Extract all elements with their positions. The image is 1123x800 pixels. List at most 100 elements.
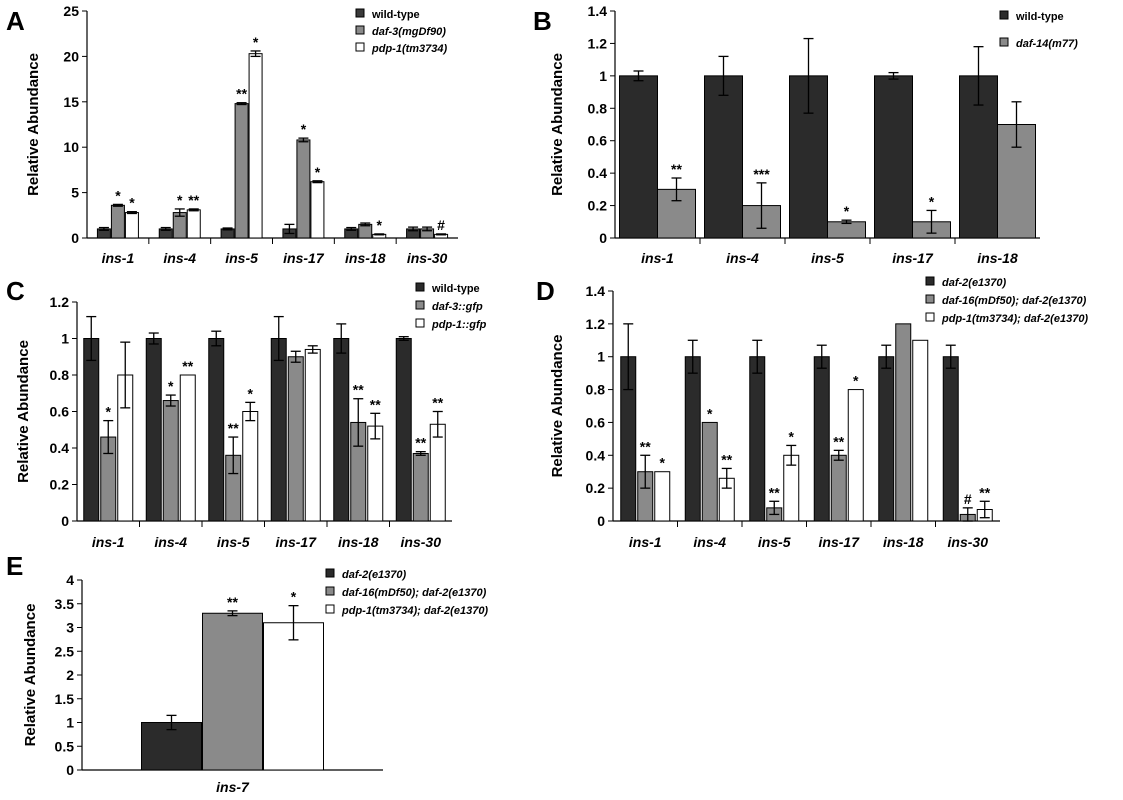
bar <box>830 454 847 522</box>
bar <box>310 181 325 239</box>
legend-label: wild-type <box>371 9 420 21</box>
legend-swatch <box>999 37 1009 47</box>
significance-label: ** <box>182 358 193 374</box>
legend-swatch <box>325 568 335 578</box>
legend-swatch <box>415 282 425 292</box>
panel-letter: B <box>533 6 552 36</box>
x-category-label: ins-7 <box>216 779 250 795</box>
bar <box>619 75 658 239</box>
significance-label: * <box>707 405 713 421</box>
bar <box>997 124 1036 239</box>
significance-label: ** <box>236 86 247 102</box>
x-category-label: ins-1 <box>629 534 662 550</box>
y-tick-label: 0.2 <box>50 477 70 493</box>
x-category-label: ins-4 <box>163 250 196 266</box>
significance-label: * <box>253 34 259 50</box>
significance-label: * <box>844 203 850 219</box>
bar <box>704 75 743 239</box>
bar <box>202 612 263 771</box>
panel-letter: D <box>536 276 555 306</box>
bar <box>813 356 830 522</box>
significance-label: ** <box>432 395 443 411</box>
y-tick-label: 3 <box>66 620 74 636</box>
legend-swatch <box>355 25 365 35</box>
significance-label: ** <box>353 382 364 398</box>
bar <box>83 338 100 522</box>
y-tick-label: 0 <box>71 230 79 246</box>
legend-label: daf-3::gfp <box>432 301 483 313</box>
bar <box>242 411 259 522</box>
x-category-label: ins-30 <box>401 534 442 550</box>
significance-label: ** <box>671 161 682 177</box>
legend-label: daf-16(mDf50); daf-2(e1370) <box>342 587 487 599</box>
legend-swatch <box>925 294 935 304</box>
significance-label: * <box>301 121 307 137</box>
x-category-label: ins-30 <box>948 534 989 550</box>
bar <box>654 471 671 522</box>
y-axis-label: Relative Abundance <box>15 340 32 483</box>
significance-label: ** <box>370 396 381 412</box>
significance-label: ** <box>721 451 732 467</box>
x-category-label: ins-18 <box>883 534 924 550</box>
x-category-label: ins-18 <box>338 534 379 550</box>
significance-label: * <box>168 378 174 394</box>
chart-panel-c: C Relative Abundance 0 0.2 0.4 0.6 0.8 1 1.2 ins-… <box>6 276 487 550</box>
significance-label: * <box>853 373 859 389</box>
bar <box>358 223 373 239</box>
legend-label: wild-type <box>1015 11 1064 23</box>
y-tick-label: 0.8 <box>588 100 608 116</box>
legend-swatch <box>355 8 365 18</box>
y-tick-label: 2.5 <box>55 643 75 659</box>
legend-label: pdp-1(tm3734); daf-2(e1370) <box>941 313 1088 325</box>
y-tick-label: 15 <box>63 94 79 110</box>
legend-label: daf-3(mgDf90) <box>372 26 446 38</box>
bar <box>296 139 311 239</box>
bar <box>110 204 125 239</box>
significance-label: * <box>177 192 183 208</box>
legend-swatch <box>355 42 365 52</box>
chart-panel-e: E Relative Abundance 0 0.5 1 1.5 2 2.5 3 3.5 4 ins-… <box>6 551 488 795</box>
bar <box>304 348 321 522</box>
y-tick-label: 1.4 <box>588 3 608 19</box>
x-category-label: ins-1 <box>102 250 135 266</box>
bar <box>429 423 446 522</box>
x-category-label: ins-17 <box>276 534 318 550</box>
y-tick-label: 3.5 <box>55 596 75 612</box>
bar <box>179 374 196 522</box>
bar <box>942 356 959 522</box>
x-category-label: ins-17 <box>892 250 934 266</box>
y-tick-label: 1.2 <box>588 35 608 51</box>
panel-letter: A <box>6 6 25 36</box>
x-category-label: ins-18 <box>345 250 386 266</box>
significance-label: * <box>248 385 254 401</box>
bar <box>287 356 304 522</box>
chart-panel-b: B Relative Abundance 0 0.2 0.4 0.6 0.8 1 1.2 1.4 i… <box>533 3 1078 266</box>
significance-label: ** <box>640 438 651 454</box>
y-tick-label: 0.2 <box>588 198 608 214</box>
y-tick-label: 1 <box>597 349 605 365</box>
y-tick-label: 2 <box>66 667 74 683</box>
legend-label: wild-type <box>431 283 480 295</box>
legend-label: daf-14(m77) <box>1016 38 1078 50</box>
legend-swatch <box>999 10 1009 20</box>
significance-label: # <box>437 217 445 233</box>
y-tick-label: 0 <box>599 230 607 246</box>
significance-label: * <box>929 193 935 209</box>
y-tick-label: 0.8 <box>50 367 70 383</box>
legend-label: daf-16(mDf50); daf-2(e1370) <box>942 295 1087 307</box>
y-tick-label: 0 <box>66 762 74 778</box>
y-axis-label: Relative Abundance <box>549 53 566 196</box>
significance-label: ** <box>833 433 844 449</box>
x-category-label: ins-5 <box>225 250 258 266</box>
bar <box>263 622 324 771</box>
bar <box>684 356 701 522</box>
significance-label: * <box>115 187 121 203</box>
bar <box>248 53 263 239</box>
y-tick-label: 0.5 <box>55 738 75 754</box>
y-tick-label: 0.8 <box>586 382 606 398</box>
bar <box>827 221 866 239</box>
legend-swatch <box>925 276 935 286</box>
y-tick-label: 1.4 <box>586 283 606 299</box>
bar <box>912 339 929 522</box>
